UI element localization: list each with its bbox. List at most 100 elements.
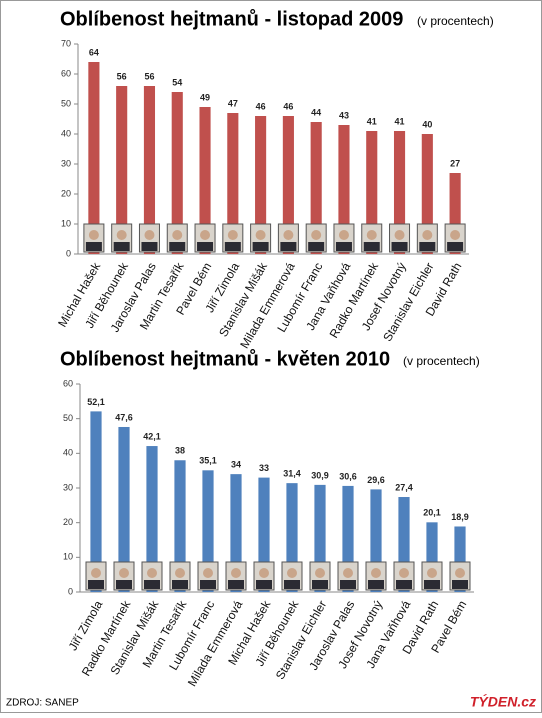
- portrait-suit: [368, 580, 384, 589]
- value-label: 20,1: [423, 508, 441, 518]
- portrait-face: [311, 230, 322, 240]
- portrait-face: [371, 568, 381, 578]
- y-tick-label: 20: [61, 188, 71, 198]
- y-tick-label: 40: [61, 128, 71, 138]
- portrait-face: [422, 230, 433, 240]
- portrait-suit: [256, 580, 272, 589]
- portrait-face: [227, 230, 238, 240]
- portrait-suit: [312, 580, 328, 589]
- portrait-face: [394, 230, 405, 240]
- portrait-suit: [363, 242, 380, 251]
- value-label: 41: [395, 116, 405, 126]
- value-label: 56: [117, 71, 127, 81]
- value-label: 18,9: [451, 512, 469, 522]
- bar: [286, 483, 298, 592]
- portrait-face: [343, 568, 353, 578]
- y-tick-label: 20: [63, 517, 73, 527]
- portrait-suit: [447, 242, 464, 251]
- bar: [116, 86, 128, 254]
- bar: [202, 470, 214, 592]
- value-label: 40: [422, 119, 432, 129]
- source: ZDROJ: SANEP: [6, 698, 79, 709]
- portrait-suit: [424, 580, 440, 589]
- brand: TÝDEN.cz: [470, 694, 536, 710]
- value-label: 47,6: [115, 412, 133, 422]
- bar: [314, 484, 326, 592]
- value-label: 47: [228, 98, 238, 108]
- portrait-face: [455, 568, 465, 578]
- chart-title: Oblíbenost hejtmanů - listopad 2009: [60, 8, 403, 30]
- y-tick-label: 60: [61, 68, 71, 78]
- bar: [171, 92, 183, 254]
- y-tick-label: 40: [63, 448, 73, 458]
- portrait-face: [283, 230, 294, 240]
- bar: [370, 489, 382, 592]
- value-label: 35,1: [199, 456, 217, 466]
- portrait-face: [91, 568, 101, 578]
- y-tick-label: 0: [66, 248, 71, 258]
- bar: [393, 131, 406, 254]
- chart-subtitle: (v procentech): [403, 354, 480, 368]
- portrait-face: [203, 568, 213, 578]
- portrait-face: [119, 568, 129, 578]
- portrait-suit: [452, 580, 468, 589]
- bar: [199, 107, 211, 254]
- bar: [342, 485, 354, 592]
- bar: [449, 173, 461, 254]
- portrait-face: [338, 230, 349, 240]
- value-label: 30,6: [339, 471, 357, 481]
- value-label: 52,1: [87, 397, 105, 407]
- portrait-face: [255, 230, 266, 240]
- y-tick-label: 60: [63, 378, 73, 388]
- value-label: 29,6: [367, 475, 385, 485]
- portrait-suit: [224, 242, 241, 251]
- y-tick-label: 30: [63, 482, 73, 492]
- bar: [227, 113, 239, 254]
- value-label: 42,1: [143, 431, 161, 441]
- value-label: 33: [259, 463, 269, 473]
- bar: [338, 125, 350, 254]
- y-tick-label: 10: [61, 218, 71, 228]
- portrait-face: [259, 568, 269, 578]
- portrait-face: [399, 568, 409, 578]
- bar: [146, 446, 158, 592]
- bar: [88, 62, 100, 254]
- portrait-suit: [280, 242, 297, 251]
- portrait-suit: [335, 242, 352, 251]
- bar: [282, 116, 294, 254]
- chart-title: Oblíbenost hejtmanů - květen 2010: [60, 348, 390, 370]
- bar: [421, 134, 433, 254]
- portrait-suit: [419, 242, 436, 251]
- y-tick-label: 50: [61, 98, 71, 108]
- portrait-face: [144, 230, 155, 240]
- portrait-suit: [308, 242, 325, 251]
- portrait-face: [116, 230, 127, 240]
- bar: [90, 411, 102, 592]
- portrait-face: [315, 568, 325, 578]
- value-label: 46: [256, 101, 266, 111]
- portrait-face: [172, 230, 183, 240]
- bar: [398, 497, 410, 592]
- bar: [118, 426, 130, 592]
- portrait-suit: [284, 580, 300, 589]
- value-label: 27,4: [395, 482, 413, 492]
- y-tick-label: 50: [63, 413, 73, 423]
- y-tick-label: 70: [61, 38, 71, 48]
- portrait-face: [231, 568, 241, 578]
- portrait-suit: [391, 242, 408, 251]
- value-label: 27: [450, 158, 460, 168]
- bar: [310, 122, 322, 254]
- portrait-face: [200, 230, 211, 240]
- value-label: 44: [311, 107, 321, 117]
- portrait-face: [287, 568, 297, 578]
- chart-subtitle: (v procentech): [417, 14, 494, 28]
- y-tick-label: 10: [63, 552, 73, 562]
- y-tick-label: 0: [68, 586, 73, 596]
- value-label: 43: [339, 110, 349, 120]
- bar: [174, 460, 186, 592]
- portrait-face: [366, 230, 377, 240]
- bar: [143, 86, 156, 254]
- portrait-face: [88, 230, 99, 240]
- portrait-suit: [88, 580, 104, 589]
